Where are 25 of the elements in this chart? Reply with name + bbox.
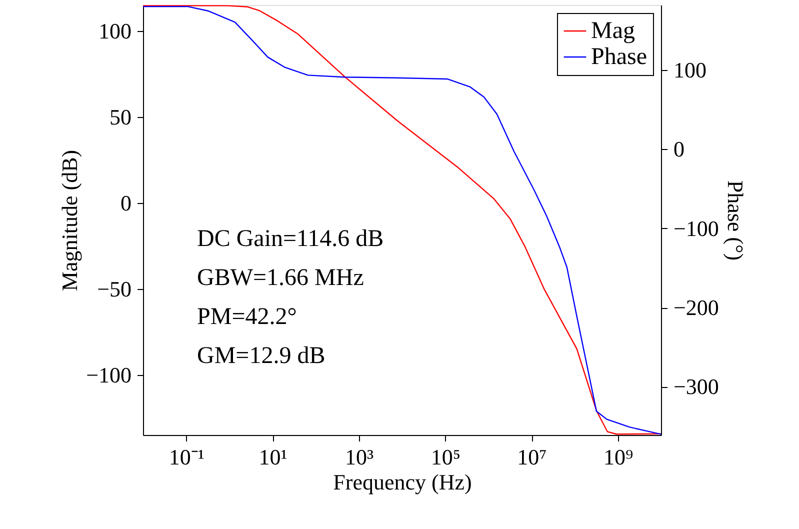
- x-tick-label: 10³: [345, 444, 374, 470]
- x-tick-label: 10⁵: [430, 444, 461, 470]
- y-tick-label: −100: [86, 362, 132, 388]
- y-tick-label: 0: [120, 190, 132, 216]
- x-tick-label: 10⁻¹: [168, 444, 204, 470]
- x-tick-label: 10¹: [258, 444, 288, 470]
- y2-tick-label: −100: [674, 216, 719, 241]
- x-tick-label: 10⁹: [603, 444, 634, 470]
- y2-tick-label: 100: [674, 57, 706, 82]
- y2-tick-label: 0: [674, 136, 684, 162]
- legend-label: Mag: [591, 18, 635, 44]
- y2-tick-label: −300: [674, 374, 719, 400]
- x-tick-label: 10⁷: [517, 444, 547, 470]
- y-axis-title: Magnitude (dB): [57, 150, 82, 292]
- y-tick-label: 100: [98, 18, 132, 44]
- x-axis-title: Frequency (Hz): [333, 470, 472, 494]
- annotation: GBW=1.66 MHz: [197, 265, 364, 291]
- legend-label: Phase: [591, 44, 647, 70]
- y2-tick-label: −200: [674, 295, 719, 320]
- y-tick-label: −50: [97, 276, 132, 302]
- y-tick-label: 50: [110, 104, 132, 130]
- annotation: DC Gain=114.6 dB: [197, 226, 384, 252]
- annotation: GM=12.9 dB: [197, 343, 326, 369]
- y2-axis-title: Phase (°): [722, 180, 748, 261]
- annotation: PM=42.2°: [197, 304, 297, 330]
